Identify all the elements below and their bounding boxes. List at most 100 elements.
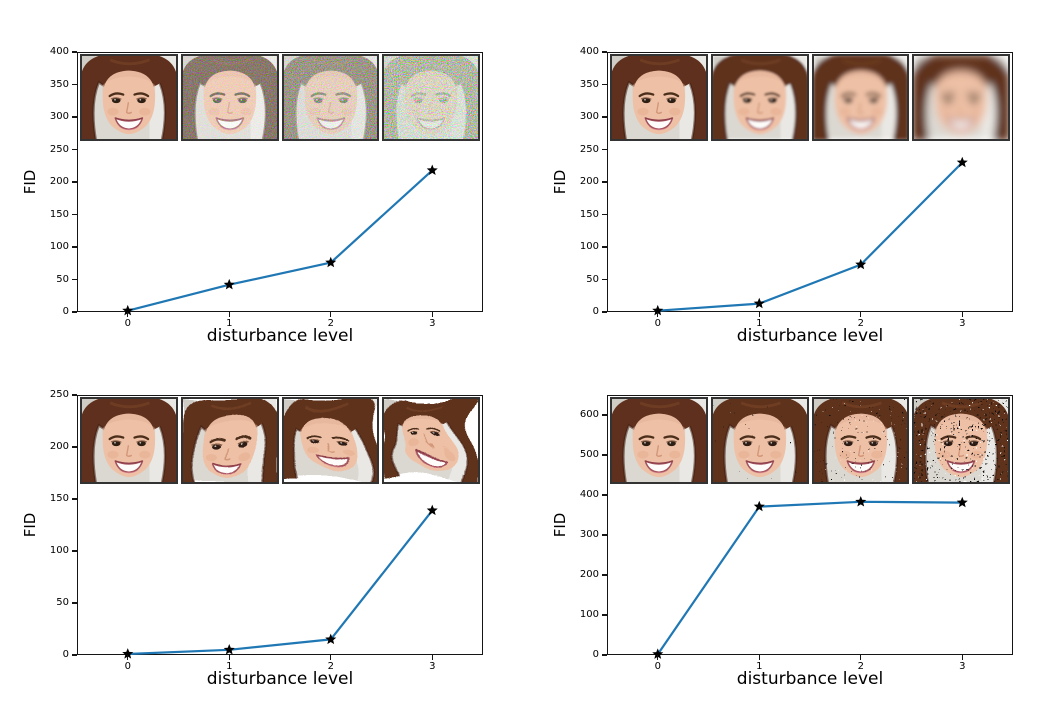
inset-image-strip <box>80 397 480 484</box>
y-tick-label: 50 <box>586 273 599 285</box>
star-marker <box>956 156 968 167</box>
inset-face-box <box>80 397 178 484</box>
x-tick-mark <box>758 655 760 660</box>
y-tick-label: 200 <box>49 176 69 187</box>
fid-line <box>656 500 962 655</box>
y-tick-label: 300 <box>579 529 599 540</box>
fid-line-chart <box>121 164 438 315</box>
x-tick-label: 3 <box>429 318 436 329</box>
y-tick-label: 0 <box>62 649 69 660</box>
y-tick-mark <box>72 213 77 216</box>
fid-line-chart <box>121 504 438 659</box>
y-tick-mark <box>602 614 607 616</box>
y-tick-label: 350 <box>49 78 69 90</box>
face-image-swirl-level-1 <box>182 399 277 482</box>
face-image-color-noise-level-3 <box>384 56 478 139</box>
star-marker <box>753 500 765 511</box>
face-image-swirl-level-0 <box>82 399 176 482</box>
x-tick-mark <box>330 312 332 317</box>
x-tick-label: 1 <box>226 661 233 672</box>
y-tick-mark <box>72 550 77 552</box>
face-image-swirl-level-3 <box>384 399 478 482</box>
x-axis-label: disturbance level <box>206 669 354 689</box>
face-image-color-noise-level-2 <box>283 56 378 139</box>
x-tick-mark <box>657 312 659 317</box>
x-tick-label: 0 <box>124 318 131 329</box>
y-tick-mark <box>602 181 607 183</box>
y-tick-mark <box>602 148 607 151</box>
x-tick-label: 0 <box>124 661 131 672</box>
y-tick-mark <box>72 51 77 53</box>
y-axis-label: FID <box>551 169 569 195</box>
inset-image-strip <box>610 54 1010 141</box>
y-tick-label: 400 <box>49 46 69 57</box>
y-tick-mark <box>602 534 607 536</box>
y-tick-label: 0 <box>592 649 599 660</box>
y-tick-label: 100 <box>49 545 69 556</box>
x-tick-label: 3 <box>959 661 966 672</box>
y-tick-mark <box>602 278 607 281</box>
x-axis-label: disturbance level <box>206 326 354 346</box>
inset-face-box <box>180 397 279 484</box>
y-tick-mark <box>602 414 607 416</box>
x-tick-mark <box>431 655 433 660</box>
y-tick-label: 50 <box>56 273 69 285</box>
inset-image-strip <box>80 54 480 141</box>
y-tick-label: 100 <box>579 241 599 252</box>
y-tick-mark <box>72 83 77 86</box>
face-image-color-noise-level-1 <box>182 56 277 139</box>
y-tick-label: 400 <box>579 489 599 500</box>
subplot-bottom-right-salt-pepper: 0 100 200 300 400 500 600 0 1 2 3 disturbance level… <box>551 395 1013 689</box>
star-marker <box>854 258 866 269</box>
inset-face-box <box>80 54 178 141</box>
plot-area <box>607 52 1013 315</box>
y-tick-label: 600 <box>579 409 599 420</box>
face-image-salt-pepper-level-2 <box>813 399 908 482</box>
subplot-top-right-blur: 0 50 100 150 200 250 300 350 400 0 1 2 3 disturbance … <box>551 46 1013 346</box>
y-tick-mark <box>602 311 607 313</box>
y-tick-label: 0 <box>62 306 69 317</box>
y-tick-mark <box>602 574 607 576</box>
inset-image-strip <box>610 397 1010 484</box>
y-tick-mark <box>72 602 77 604</box>
star-marker <box>854 495 866 506</box>
star-marker <box>324 633 336 644</box>
star-marker <box>324 256 336 267</box>
x-tick-label: 3 <box>429 661 436 672</box>
inset-face-box <box>382 54 480 141</box>
y-tick-label: 100 <box>579 609 599 620</box>
fid-line <box>127 168 433 312</box>
fid-line <box>127 509 433 655</box>
y-tick-label: 400 <box>579 46 599 57</box>
face-image-blur-level-3 <box>914 56 1008 139</box>
star-marker <box>121 647 133 659</box>
face-image-blur-level-2 <box>813 56 908 139</box>
fid-line-chart <box>651 156 968 315</box>
y-tick-label: 100 <box>49 241 69 252</box>
inset-face-box <box>382 397 480 484</box>
y-tick-label: 300 <box>49 111 69 122</box>
y-tick-label: 350 <box>579 78 599 90</box>
y-tick-mark <box>72 394 77 396</box>
x-tick-label: 2 <box>327 318 334 329</box>
face-image-swirl-level-2 <box>283 399 378 482</box>
inset-face-box <box>811 54 910 141</box>
y-tick-mark <box>72 148 77 151</box>
y-tick-mark <box>602 246 607 248</box>
x-tick-mark <box>758 312 760 317</box>
x-tick-label: 2 <box>857 661 864 672</box>
plot-area <box>77 395 483 659</box>
inset-face-box <box>811 397 910 484</box>
y-tick-label: 250 <box>49 389 69 400</box>
inset-face-box <box>610 397 708 484</box>
fid-line <box>657 161 963 312</box>
y-tick-label: 250 <box>49 143 69 155</box>
x-tick-mark <box>127 312 129 317</box>
y-tick-mark <box>602 654 607 656</box>
x-tick-label: 1 <box>756 661 763 672</box>
y-tick-mark <box>72 116 77 118</box>
y-tick-label: 150 <box>49 493 69 504</box>
star-marker <box>223 278 235 289</box>
x-tick-mark <box>657 655 659 660</box>
